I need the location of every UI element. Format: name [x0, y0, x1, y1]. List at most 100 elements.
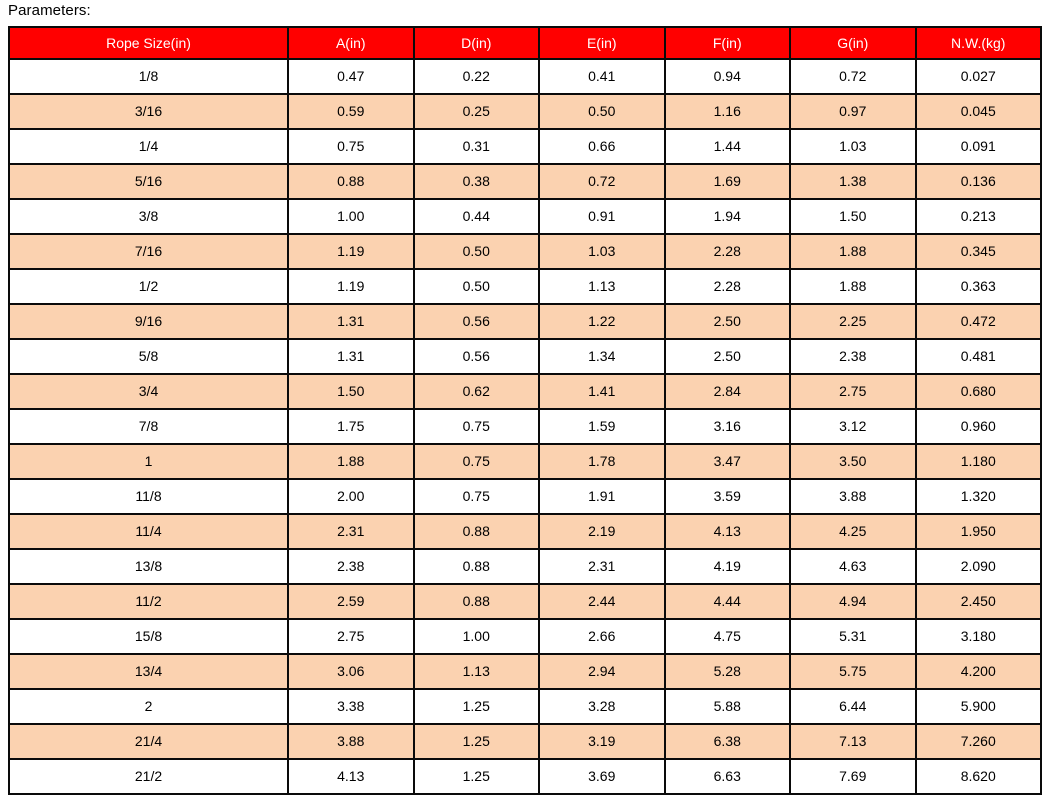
table-cell-rope_size: 2 [8, 688, 289, 725]
table-cell-a: 2.38 [287, 548, 415, 585]
table-row: 3/16 0.59 0.25 0.50 1.16 0.97 0.045 [8, 93, 1042, 130]
table-cell-d: 0.62 [412, 373, 540, 410]
table-cell-a: 1.88 [287, 443, 415, 480]
table-cell-d: 0.25 [412, 93, 540, 130]
table-cell-f: 3.47 [663, 443, 791, 480]
table-cell-rope_size: 1 [8, 443, 289, 480]
table-cell-a: 1.19 [287, 233, 415, 270]
table-cell-g: 3.50 [789, 443, 917, 480]
table-cell-g: 7.69 [789, 758, 917, 795]
table-cell-d: 1.13 [412, 653, 540, 690]
table-cell-f: 4.13 [663, 513, 791, 550]
table-row: 13/4 3.06 1.13 2.94 5.28 5.75 4.200 [8, 653, 1042, 690]
table-cell-e: 1.03 [538, 233, 666, 270]
table-cell-d: 0.75 [412, 408, 540, 445]
table-cell-d: 0.75 [412, 478, 540, 515]
table-body: 1/8 0.47 0.22 0.41 0.94 0.72 0.027 3/16 0.59 0.25… [8, 58, 1042, 795]
table-cell-f: 2.28 [663, 268, 791, 305]
table-cell-rope_size: 11/8 [8, 478, 289, 515]
table-cell-e: 1.22 [538, 303, 666, 340]
table-cell-d: 0.88 [412, 548, 540, 585]
table-cell-f: 4.75 [663, 618, 791, 655]
column-header-g: G(in) [789, 26, 917, 60]
table-cell-e: 0.91 [538, 198, 666, 235]
table-cell-g: 2.25 [789, 303, 917, 340]
column-header-rope-size: Rope Size(in) [8, 26, 289, 60]
table-cell-e: 3.28 [538, 688, 666, 725]
table-cell-d: 0.88 [412, 513, 540, 550]
table-cell-a: 0.59 [287, 93, 415, 130]
table-cell-nw: 0.680 [914, 373, 1042, 410]
table-cell-e: 1.78 [538, 443, 666, 480]
table-cell-g: 2.75 [789, 373, 917, 410]
table-cell-rope_size: 1/4 [8, 128, 289, 165]
table-cell-rope_size: 7/16 [8, 233, 289, 270]
table-cell-g: 2.38 [789, 338, 917, 375]
table-cell-rope_size: 13/8 [8, 548, 289, 585]
table-cell-rope_size: 1/2 [8, 268, 289, 305]
table-cell-nw: 0.472 [914, 303, 1042, 340]
table-row: 1 1.88 0.75 1.78 3.47 3.50 1.180 [8, 443, 1042, 480]
table-cell-a: 0.47 [287, 58, 415, 95]
table-row: 15/8 2.75 1.00 2.66 4.75 5.31 3.180 [8, 618, 1042, 655]
table-cell-g: 1.88 [789, 233, 917, 270]
table-cell-g: 4.25 [789, 513, 917, 550]
table-cell-f: 6.63 [663, 758, 791, 795]
table-cell-e: 0.66 [538, 128, 666, 165]
table-cell-e: 0.50 [538, 93, 666, 130]
table-cell-rope_size: 1/8 [8, 58, 289, 95]
table-header-row: Rope Size(in) A(in) D(in) E(in) F(in) G(… [8, 26, 1042, 60]
table-cell-f: 1.16 [663, 93, 791, 130]
table-cell-e: 3.69 [538, 758, 666, 795]
table-cell-f: 1.69 [663, 163, 791, 200]
table-cell-nw: 0.960 [914, 408, 1042, 445]
table-cell-e: 2.31 [538, 548, 666, 585]
column-header-f: F(in) [663, 26, 791, 60]
table-row: 9/16 1.31 0.56 1.22 2.50 2.25 0.472 [8, 303, 1042, 340]
table-cell-g: 0.97 [789, 93, 917, 130]
table-cell-rope_size: 5/16 [8, 163, 289, 200]
table-cell-e: 1.59 [538, 408, 666, 445]
table-cell-a: 3.38 [287, 688, 415, 725]
table-cell-d: 0.38 [412, 163, 540, 200]
table-cell-nw: 0.345 [914, 233, 1042, 270]
table-row: 3/8 1.00 0.44 0.91 1.94 1.50 0.213 [8, 198, 1042, 235]
table-cell-a: 0.75 [287, 128, 415, 165]
table-cell-nw: 0.027 [914, 58, 1042, 95]
table-cell-nw: 5.900 [914, 688, 1042, 725]
table-cell-rope_size: 21/4 [8, 723, 289, 760]
table-cell-e: 0.41 [538, 58, 666, 95]
table-cell-d: 1.25 [412, 723, 540, 760]
parameters-table: Rope Size(in) A(in) D(in) E(in) F(in) G(… [8, 26, 1042, 795]
table-cell-d: 0.50 [412, 268, 540, 305]
table-cell-rope_size: 7/8 [8, 408, 289, 445]
table-cell-nw: 7.260 [914, 723, 1042, 760]
table-cell-nw: 2.090 [914, 548, 1042, 585]
table-cell-nw: 2.450 [914, 583, 1042, 620]
table-row: 1/8 0.47 0.22 0.41 0.94 0.72 0.027 [8, 58, 1042, 95]
table-cell-f: 2.28 [663, 233, 791, 270]
table-cell-d: 0.44 [412, 198, 540, 235]
table-cell-g: 1.38 [789, 163, 917, 200]
page-root: Parameters: Rope Size(in) A(in) D(in) E(… [8, 2, 1042, 795]
table-row: 21/2 4.13 1.25 3.69 6.63 7.69 8.620 [8, 758, 1042, 795]
table-cell-f: 2.50 [663, 303, 791, 340]
table-cell-d: 0.22 [412, 58, 540, 95]
table-cell-nw: 0.363 [914, 268, 1042, 305]
table-cell-nw: 1.320 [914, 478, 1042, 515]
table-cell-d: 0.88 [412, 583, 540, 620]
column-header-d: D(in) [412, 26, 540, 60]
table-cell-g: 4.94 [789, 583, 917, 620]
table-row: 1/2 1.19 0.50 1.13 2.28 1.88 0.363 [8, 268, 1042, 305]
table-cell-f: 1.94 [663, 198, 791, 235]
table-cell-f: 0.94 [663, 58, 791, 95]
page-title: Parameters: [8, 2, 91, 19]
table-cell-e: 1.34 [538, 338, 666, 375]
table-row: 7/16 1.19 0.50 1.03 2.28 1.88 0.345 [8, 233, 1042, 270]
table-cell-e: 3.19 [538, 723, 666, 760]
table-cell-rope_size: 9/16 [8, 303, 289, 340]
table-cell-a: 1.50 [287, 373, 415, 410]
table-cell-d: 0.50 [412, 233, 540, 270]
table-row: 11/2 2.59 0.88 2.44 4.44 4.94 2.450 [8, 583, 1042, 620]
table-cell-nw: 0.091 [914, 128, 1042, 165]
